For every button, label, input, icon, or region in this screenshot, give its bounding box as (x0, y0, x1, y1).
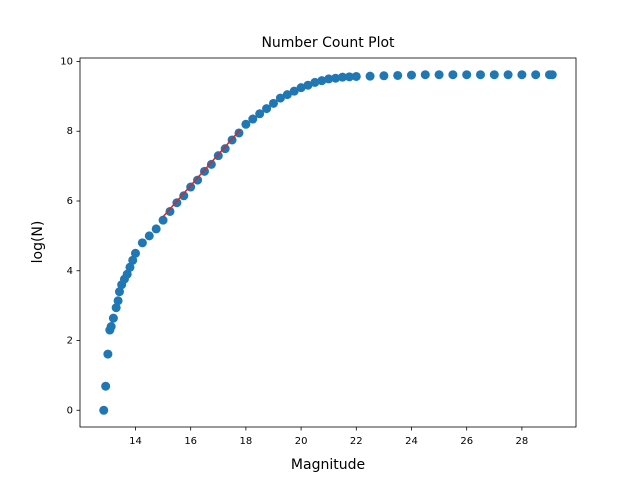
point (255, 109, 265, 119)
point (193, 175, 203, 185)
point (103, 349, 113, 359)
point (128, 255, 138, 265)
point (503, 70, 513, 80)
point (547, 70, 557, 80)
point (111, 303, 121, 313)
x-tick-label: 26 (460, 436, 473, 447)
point (101, 381, 111, 391)
y-tick-label: 8 (67, 126, 73, 137)
y-tick-label: 0 (67, 405, 73, 416)
point (268, 98, 278, 108)
x-axis-label: Magnitude (291, 457, 365, 473)
point (310, 77, 320, 87)
point (462, 70, 472, 80)
point (125, 262, 135, 272)
point (489, 70, 499, 80)
point (99, 405, 109, 415)
point (262, 104, 272, 114)
point (172, 198, 182, 208)
x-tick-label: 18 (240, 436, 253, 447)
plot-frame (79, 57, 577, 428)
point (324, 74, 334, 84)
point (517, 70, 527, 80)
point (475, 70, 485, 80)
point (531, 70, 541, 80)
point (113, 296, 123, 306)
point (144, 231, 154, 241)
point (165, 206, 175, 216)
y-tick-label: 10 (60, 56, 73, 67)
point (106, 322, 116, 332)
point (186, 182, 196, 192)
point (151, 224, 161, 234)
point (365, 71, 375, 81)
point (220, 144, 230, 154)
point (122, 269, 132, 279)
fit-line (162, 129, 241, 218)
point (406, 70, 416, 80)
x-tick-label: 16 (184, 436, 197, 447)
point (351, 71, 361, 81)
point (248, 114, 258, 124)
point (114, 287, 124, 297)
point (234, 128, 244, 138)
y-axis-label: log(N) (30, 221, 46, 264)
point (275, 93, 285, 103)
point (206, 159, 216, 169)
x-tick-label: 22 (350, 436, 363, 447)
chart-title: Number Count Plot (261, 35, 395, 51)
point (420, 70, 430, 80)
point (282, 90, 292, 100)
y-tick-label: 6 (67, 196, 73, 207)
point (289, 86, 299, 96)
point (303, 80, 313, 90)
point (448, 70, 458, 80)
point (344, 72, 354, 82)
point (331, 73, 341, 83)
point (393, 70, 403, 80)
point (434, 70, 444, 80)
point (108, 313, 118, 323)
point (241, 119, 251, 129)
point (337, 72, 347, 82)
point (317, 76, 327, 86)
point (179, 191, 189, 201)
x-tick-label: 24 (405, 436, 418, 447)
point (379, 71, 389, 81)
x-tick-label: 14 (129, 436, 142, 447)
point (130, 248, 140, 258)
point (158, 215, 168, 225)
y-tick-label: 2 (67, 336, 73, 347)
x-tick-label: 28 (516, 436, 529, 447)
y-tick-label: 4 (67, 266, 73, 277)
point (296, 83, 306, 93)
point (137, 238, 147, 248)
x-tick-label: 20 (295, 436, 308, 447)
